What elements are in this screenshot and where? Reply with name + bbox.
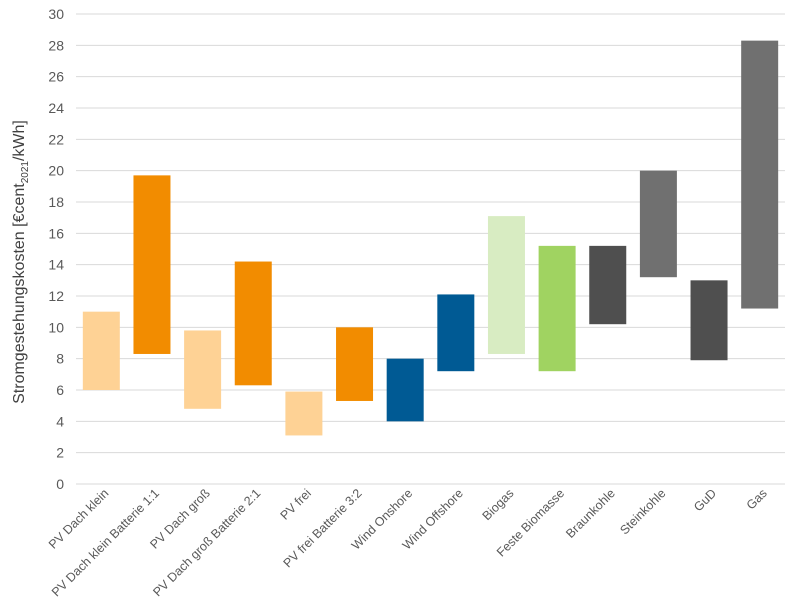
grid-layer <box>76 13 785 485</box>
range-bar <box>184 330 222 409</box>
y-tick-label: 2 <box>56 445 64 461</box>
category-label: PV Dach klein Batterie 1:1 <box>49 486 162 599</box>
category-label: Braunkohle <box>563 486 618 541</box>
y-axis-label-unit: /kWh] <box>11 120 28 161</box>
y-axis-label-main: Stromgestehungskosten [€cent <box>11 183 28 404</box>
y-tick-label: 4 <box>56 413 64 429</box>
y-tick-label: 0 <box>56 476 64 492</box>
range-bar <box>538 245 576 372</box>
y-tick-label: 26 <box>48 69 64 85</box>
y-tick-label: 16 <box>48 225 64 241</box>
range-bar <box>386 358 424 422</box>
y-tick-label: 24 <box>48 100 64 116</box>
range-bar <box>82 311 120 390</box>
y-tick-label: 30 <box>48 6 64 22</box>
y-tick-label: 28 <box>48 37 64 53</box>
range-bar <box>437 294 475 372</box>
category-label: PV frei <box>278 486 314 522</box>
category-label: GuD <box>691 486 719 514</box>
y-tick-label: 12 <box>48 288 64 304</box>
category-label: PV Dach groß Batterie 2:1 <box>150 486 263 599</box>
range-bar <box>639 170 677 278</box>
y-tick-label: 6 <box>56 382 64 398</box>
y-tick-label: 22 <box>48 131 64 147</box>
range-bar <box>234 261 272 386</box>
y-axis-label-sub: 2021 <box>20 161 31 184</box>
y-tick-label: 14 <box>48 257 64 273</box>
category-label: Biogas <box>480 486 517 523</box>
range-bar <box>133 175 171 354</box>
y-tick-label: 10 <box>48 319 64 335</box>
range-bar <box>589 245 627 325</box>
range-bar <box>336 327 374 401</box>
range-bar <box>690 280 728 361</box>
y-tick-label: 8 <box>56 351 64 367</box>
range-bar <box>741 40 779 309</box>
y-axis-label: Stromgestehungskosten [€cent2021/kWh] <box>11 120 31 404</box>
category-label: Steinkohle <box>617 486 668 537</box>
y-tick-label: 18 <box>48 194 64 210</box>
range-bars <box>82 40 779 436</box>
range-bar <box>285 391 323 436</box>
y-tick-label: 20 <box>48 163 64 179</box>
category-label: Gas <box>744 486 770 512</box>
range-bar <box>487 216 525 354</box>
